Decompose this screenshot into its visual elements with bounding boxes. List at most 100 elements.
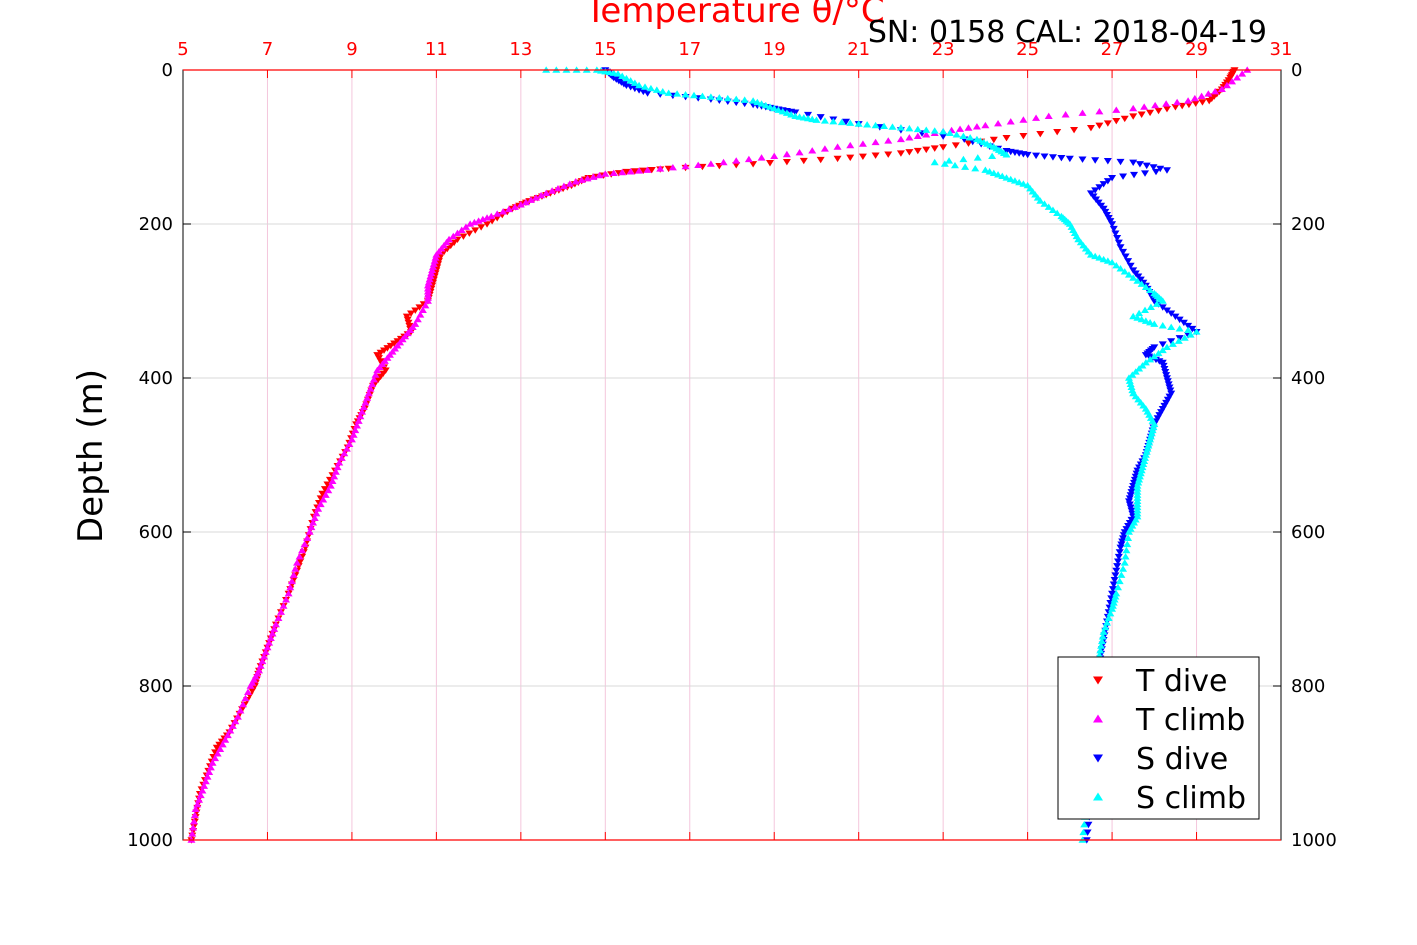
x-tick-label: 21 <box>847 39 870 60</box>
data-point <box>1129 159 1138 166</box>
data-point <box>326 482 335 489</box>
data-point <box>1124 374 1133 381</box>
data-point <box>971 164 980 172</box>
data-point <box>757 100 766 107</box>
data-point <box>966 134 975 141</box>
data-point <box>989 136 998 144</box>
data-point <box>477 224 486 231</box>
data-point <box>189 817 198 825</box>
data-point <box>295 553 304 560</box>
data-point <box>888 123 897 130</box>
data-point <box>1103 619 1112 626</box>
data-point <box>1080 821 1089 828</box>
data-point <box>994 119 1003 127</box>
data-point <box>732 157 741 164</box>
data-point <box>723 94 732 102</box>
data-point <box>337 454 346 461</box>
data-point <box>537 191 546 199</box>
data-point <box>1171 104 1180 111</box>
data-point <box>1113 235 1122 242</box>
data-point <box>782 150 791 158</box>
legend-label-1: T dive <box>1135 664 1227 699</box>
data-point <box>1150 352 1159 360</box>
data-point <box>1222 81 1231 89</box>
data-point <box>816 114 825 121</box>
data-point <box>613 70 622 77</box>
data-point <box>1133 314 1142 321</box>
data-point <box>195 796 204 803</box>
data-point <box>706 160 715 167</box>
data-point <box>1138 362 1147 369</box>
data-point <box>989 169 998 176</box>
data-point <box>1098 633 1107 640</box>
data-point <box>312 509 321 517</box>
data-point <box>589 173 598 180</box>
data-point <box>1048 206 1057 213</box>
x-tick-label: 23 <box>932 39 955 60</box>
data-point <box>1134 479 1143 486</box>
data-point <box>191 805 200 812</box>
data-point <box>493 210 502 217</box>
data-point <box>1108 602 1117 609</box>
data-point <box>1006 175 1015 183</box>
data-point <box>1113 563 1122 570</box>
x-tick-label: 29 <box>1185 39 1208 60</box>
data-point <box>1184 322 1193 330</box>
data-point <box>189 824 198 831</box>
data-point <box>316 500 325 508</box>
data-point <box>896 124 905 131</box>
data-point <box>1173 98 1182 106</box>
data-point <box>424 278 433 286</box>
data-point <box>314 505 323 512</box>
data-point <box>719 158 728 166</box>
data-point <box>706 93 715 100</box>
data-point <box>521 198 530 206</box>
x-tick-label: 19 <box>763 39 786 60</box>
data-point <box>1140 457 1149 464</box>
data-point <box>1119 565 1128 572</box>
data-point <box>279 602 288 609</box>
data-point <box>1019 180 1028 187</box>
data-point <box>1119 248 1128 256</box>
data-point <box>601 170 610 177</box>
data-point <box>626 168 635 175</box>
data-point <box>913 132 922 140</box>
data-point <box>1156 165 1165 173</box>
data-point <box>972 123 981 130</box>
data-point <box>201 777 210 785</box>
data-point <box>1130 171 1139 179</box>
data-point <box>1053 209 1062 217</box>
data-point <box>1006 118 1015 125</box>
data-point <box>226 727 235 734</box>
data-point <box>565 180 574 187</box>
data-point <box>959 155 968 163</box>
data-point <box>526 196 535 203</box>
data-point <box>1091 157 1100 164</box>
data-point <box>291 565 300 572</box>
data-point <box>1162 307 1171 314</box>
data-point <box>951 142 960 149</box>
data-point <box>639 167 648 175</box>
data-point <box>421 302 430 309</box>
data-point <box>1065 155 1074 163</box>
data-point <box>1135 161 1144 168</box>
data-point <box>429 263 438 270</box>
data-point <box>270 625 279 632</box>
data-point <box>1162 343 1171 350</box>
data-point <box>778 107 787 115</box>
data-point <box>694 161 703 168</box>
data-point <box>1141 283 1150 290</box>
data-point <box>356 412 365 420</box>
data-point <box>274 614 283 622</box>
data-point <box>321 491 330 498</box>
data-point <box>1091 252 1100 260</box>
data-point <box>263 643 272 651</box>
data-point <box>1019 132 1028 140</box>
data-point <box>1116 544 1125 551</box>
data-point <box>1137 280 1146 287</box>
data-point <box>998 172 1007 180</box>
data-point <box>416 311 425 318</box>
data-point <box>571 178 580 185</box>
data-point <box>1111 230 1120 237</box>
